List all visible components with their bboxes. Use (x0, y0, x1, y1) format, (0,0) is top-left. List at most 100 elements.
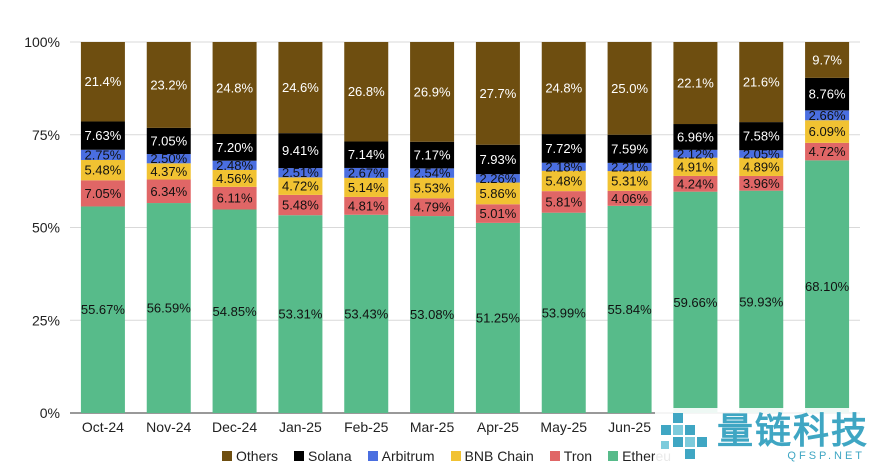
legend-swatch (222, 451, 232, 461)
data-label: 5.31% (611, 173, 648, 188)
data-label: 6.09% (809, 124, 846, 139)
bar-segment-solana (607, 134, 652, 163)
bar-segment-ethereum (805, 160, 850, 413)
x-tick-label: May-25 (540, 419, 587, 435)
data-label: 5.86% (479, 186, 516, 201)
bar-segment-arbitrum (344, 167, 389, 178)
data-label: 5.01% (479, 206, 516, 221)
legend-item-bnb-chain: BNB Chain (450, 448, 534, 464)
data-label: 2.21% (611, 159, 648, 174)
data-label: 5.53% (414, 181, 451, 196)
bar-segment-others (805, 42, 850, 78)
bar-segment-solana (344, 141, 389, 168)
bar-segment-solana (146, 127, 191, 155)
watermark-url: QFSP.NET (787, 450, 866, 462)
bar-segment-arbitrum (739, 150, 784, 158)
data-label: 56.59% (147, 301, 192, 316)
data-label: 23.2% (150, 77, 187, 92)
data-label: 53.31% (278, 307, 323, 322)
bar-segment-arbitrum (541, 162, 586, 171)
bar-segment-others (475, 42, 520, 145)
data-label: 4.91% (677, 159, 714, 174)
data-label: 6.96% (677, 129, 714, 144)
bar-segment-ethereum (146, 203, 191, 413)
legend-item-tron: Tron (549, 448, 593, 464)
bar-segment-tron (607, 190, 652, 206)
x-tick-label: Jan-25 (279, 419, 322, 435)
bar-segment-tron (80, 180, 125, 207)
bar-segment-arbitrum (805, 110, 850, 121)
bar-segment-tron (410, 198, 455, 217)
data-label: 25.0% (611, 81, 648, 96)
data-label: 4.37% (150, 164, 187, 179)
bar-segment-ethereum (80, 206, 125, 413)
y-tick-label: 75% (32, 127, 60, 143)
bar-segment-bnb-chain (607, 171, 652, 191)
data-label: 5.14% (348, 180, 385, 195)
bar-segment-bnb-chain (739, 157, 784, 176)
bar-segment-tron (541, 191, 586, 213)
y-tick-label: 25% (32, 312, 60, 328)
y-tick-label: 50% (32, 220, 60, 236)
data-label: 53.99% (542, 305, 587, 320)
bar-segment-bnb-chain (541, 170, 586, 192)
bar-segment-ethereum (410, 216, 455, 413)
legend-label: Tron (563, 448, 593, 464)
data-label: 9.7% (812, 52, 842, 67)
bar-segment-bnb-chain (344, 177, 389, 197)
data-label: 7.72% (545, 141, 582, 156)
bar-segment-others (607, 42, 652, 135)
watermark-text: 量链科技 (717, 410, 870, 451)
bar-segment-arbitrum (673, 149, 718, 158)
legend-item-solana: Solana (294, 448, 352, 464)
data-label: 21.4% (84, 74, 121, 89)
data-label: 21.6% (743, 75, 780, 90)
data-label: 53.08% (410, 307, 455, 322)
bar-segment-arbitrum (278, 168, 323, 178)
data-label: 2.67% (348, 165, 385, 180)
x-tick-label: Feb-25 (344, 419, 389, 435)
x-tick-label: Mar-25 (410, 419, 455, 435)
bar-segment-solana (475, 144, 520, 175)
legend-label: BNB Chain (464, 448, 534, 464)
data-label: 7.05% (84, 186, 121, 201)
x-axis: Oct-24 Nov-24 Dec-24 Jan-25 Feb-25 Mar-25 Apr-… (82, 419, 651, 435)
data-label: 2.51% (282, 165, 319, 180)
data-label: 2.54% (414, 166, 451, 181)
data-label: 68.10% (805, 279, 850, 294)
data-label: 5.48% (545, 173, 582, 188)
data-label: 59.93% (739, 294, 784, 309)
bar-segment-bnb-chain (278, 177, 323, 195)
data-label: 7.05% (150, 133, 187, 148)
legend: Others Solana Arbitrum BNB Chain Tron Ethereu (222, 448, 671, 464)
data-label: 24.8% (545, 81, 582, 96)
watermark-logo-icon (661, 413, 707, 459)
data-label: 2.18% (545, 159, 582, 174)
bar-segment-others (739, 42, 784, 123)
bar-segment-tron (212, 186, 257, 210)
legend-swatch (450, 451, 461, 461)
data-label: 59.66% (673, 295, 718, 310)
bar-stack-oct-24: 55.67% 7.05% 5.48%2.75% 7.63% 21.4% (80, 42, 125, 413)
x-tick-label: Oct-24 (82, 419, 124, 435)
x-tick-label: Nov-24 (146, 419, 191, 435)
bar-segment-others (146, 42, 191, 128)
bar-segment-ethereum (739, 190, 784, 413)
bar-segment-ethereum (475, 222, 520, 413)
bar-segment-arbitrum (410, 168, 455, 178)
legend-label: Solana (308, 448, 352, 464)
bar-segment-bnb-chain (146, 163, 191, 180)
data-label: 4.89% (743, 159, 780, 174)
bar-segment-solana (80, 121, 125, 150)
bar-segment-others (541, 42, 586, 135)
data-label: 27.7% (479, 86, 516, 101)
bar-segment-others (410, 42, 455, 142)
bar-segment-arbitrum (475, 174, 520, 183)
bar-segment-ethereum (607, 205, 652, 413)
bar-stack-jul-25: 59.66% 4.24% 4.91%2.12% 6.96% 22.1% (673, 42, 718, 413)
data-label: 51.25% (476, 310, 521, 325)
bar-segment-tron (805, 142, 850, 161)
data-label: 4.72% (282, 179, 319, 194)
bar-stack-sep-25: 68.10% 4.72% 6.09%2.66% 8.76% 9.7% (805, 42, 850, 413)
